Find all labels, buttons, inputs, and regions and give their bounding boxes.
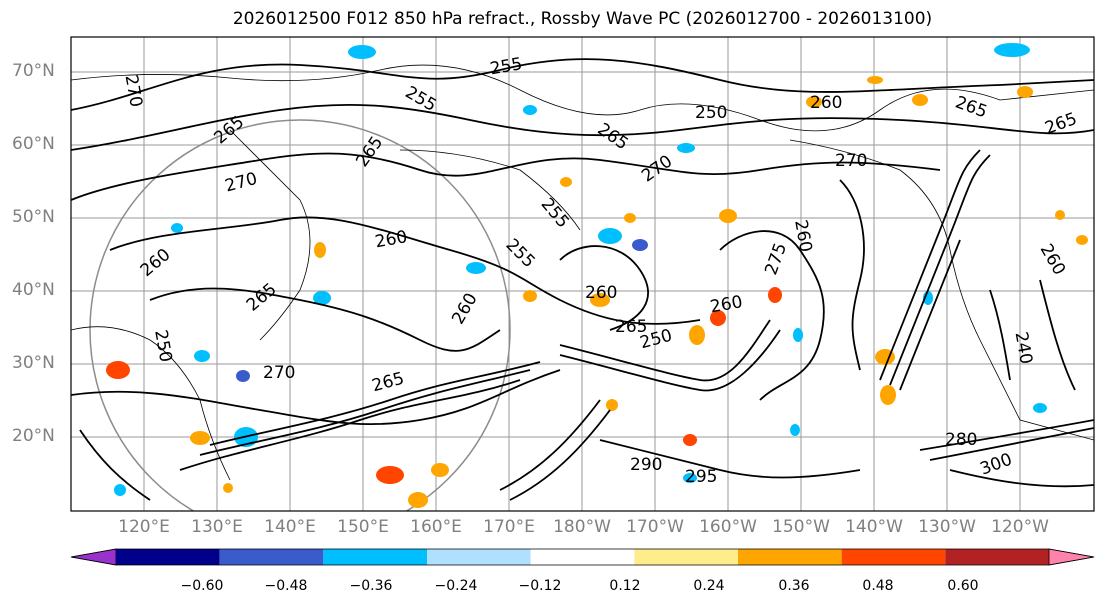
map-title: 2026012500 F012 850 hPa refract., Rossby… — [232, 9, 933, 29]
lat-label: 30°N — [12, 353, 55, 373]
contour-lines — [71, 58, 1094, 501]
colorbar-tick-label: 0.12 — [609, 578, 641, 594]
lon-label: 160°W — [699, 517, 757, 537]
contour-label: 265 — [952, 92, 989, 122]
lat-label: 20°N — [12, 426, 55, 446]
colorbar-segment — [841, 549, 946, 565]
lon-label: 170°W — [626, 517, 684, 537]
contour-label: 260 — [373, 227, 408, 252]
contour-label: 270 — [223, 169, 260, 197]
contour-label: 240 — [1011, 330, 1036, 365]
colorbar-segment — [427, 549, 531, 565]
contour-label: 290 — [630, 455, 662, 475]
colorbar-tick-label: −0.12 — [518, 578, 562, 594]
colorbar-segment — [945, 549, 1049, 565]
lon-label: 130°W — [918, 517, 976, 537]
contour-label: 265 — [352, 133, 387, 171]
colorbar-segment — [634, 549, 738, 565]
contour-label: 265 — [1042, 109, 1079, 139]
lat-label: 50°N — [12, 207, 55, 227]
contour-label: 265 — [615, 317, 647, 337]
contour-label: 255 — [502, 235, 539, 272]
lon-label: 150°E — [337, 517, 389, 537]
colorbar-tick-label: 0.60 — [947, 578, 979, 594]
colorbar-segment — [738, 549, 842, 565]
shading-negative — [114, 43, 1047, 496]
lon-label: 150°W — [772, 517, 830, 537]
graticule — [71, 37, 1094, 511]
lon-label: 140°E — [264, 517, 316, 537]
contour-label: 260 — [448, 290, 482, 328]
colorbar-segment — [530, 549, 635, 565]
coastlines — [71, 64, 1094, 481]
colorbar-tick-label: −0.60 — [180, 578, 224, 594]
colorbar-segment — [116, 549, 220, 565]
colorbar — [70, 548, 1095, 566]
contour-label: 265 — [594, 119, 632, 154]
contour-label: 295 — [685, 467, 717, 487]
lat-label: 60°N — [12, 134, 55, 154]
colorbar-tick-label: 0.24 — [693, 578, 725, 594]
contour-label: 255 — [488, 54, 523, 79]
contour-label: 300 — [977, 450, 1014, 480]
shading-positive — [106, 76, 1088, 508]
contour-label: 250 — [695, 103, 727, 123]
contour-label: 255 — [537, 194, 573, 232]
contour-label: 260 — [585, 283, 617, 303]
lat-label: 70°N — [12, 61, 55, 81]
lon-label: 160°E — [410, 517, 462, 537]
contour-label: 260 — [137, 245, 175, 281]
contour-label: 275 — [761, 240, 791, 277]
colorbar-tick-label: −0.48 — [264, 578, 308, 594]
contour-label: 270 — [121, 73, 146, 108]
lon-label: 140°W — [845, 517, 903, 537]
lon-label: 130°E — [191, 517, 243, 537]
contour-label: 250 — [150, 328, 175, 363]
colorbar-extend-high — [1048, 548, 1095, 566]
colorbar-tick-label: 0.48 — [862, 578, 894, 594]
colorbar-extend-low — [70, 548, 117, 566]
lat-label: 40°N — [12, 280, 55, 300]
map-frame — [70, 36, 1095, 512]
contour-label: 260 — [790, 218, 815, 253]
colorbar-segment — [323, 549, 427, 565]
colorbar-segment — [219, 549, 324, 565]
lon-label: 120°E — [118, 517, 170, 537]
contour-label: 260 — [1036, 241, 1070, 279]
colorbar-tick-label: −0.36 — [349, 578, 393, 594]
contour-label: 280 — [945, 430, 977, 450]
region-circle — [89, 119, 511, 511]
colorbar-tick-label: 0.36 — [778, 578, 810, 594]
lon-label: 170°E — [483, 517, 535, 537]
contour-label: 270 — [263, 363, 295, 383]
contour-label: 270 — [638, 151, 676, 186]
contour-label: 265 — [370, 369, 407, 397]
lon-label: 180°W — [553, 517, 611, 537]
lon-label: 120°W — [991, 517, 1049, 537]
contour-label: 260 — [709, 292, 744, 317]
colorbar-outline — [70, 548, 1095, 566]
colorbar-tick-label: −0.24 — [434, 578, 478, 594]
contour-label: 270 — [835, 151, 867, 171]
contour-label: 260 — [810, 93, 842, 113]
contour-label: 265 — [243, 279, 281, 315]
